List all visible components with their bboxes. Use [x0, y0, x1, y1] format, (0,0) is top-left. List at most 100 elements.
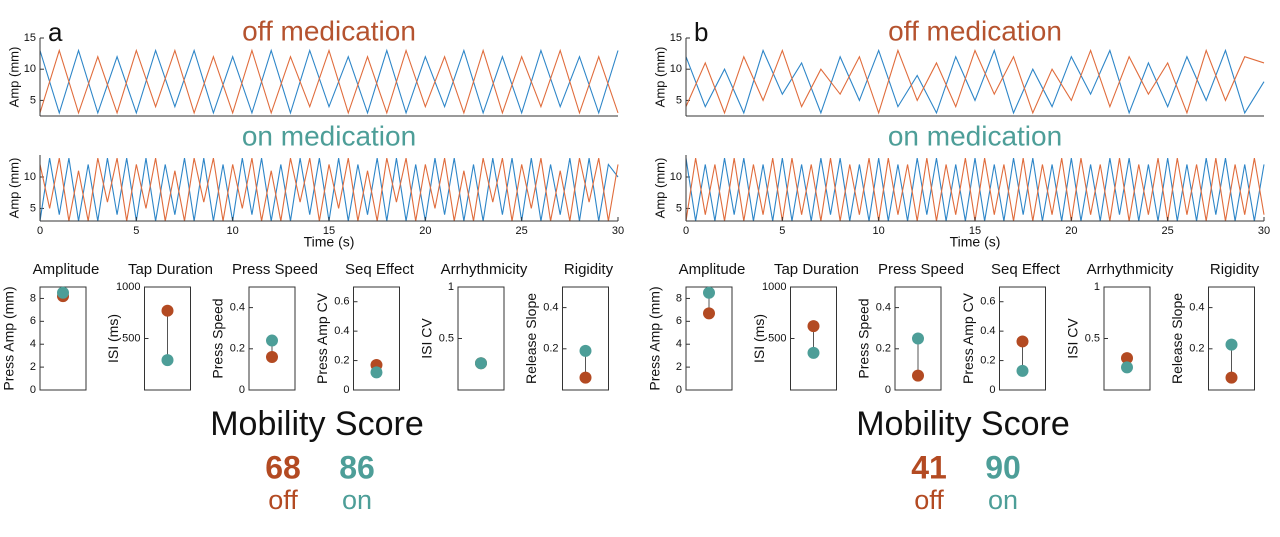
- axes-box: [1103, 286, 1151, 391]
- x-tick-label: 5: [133, 225, 139, 237]
- y-axis-label: ISI (ms): [751, 314, 767, 363]
- y-axis-label: Amp (mm): [6, 158, 21, 219]
- y-tick-label: 0.2: [980, 354, 995, 366]
- y-tick-label: 10: [24, 171, 36, 183]
- y-tick-label: 5: [30, 202, 36, 214]
- chart-title: Arrhythmicity: [441, 261, 528, 278]
- dot: [807, 346, 820, 359]
- y-tick-label: 6: [30, 315, 36, 327]
- y-tick-label: 15: [24, 32, 36, 44]
- x-tick-label: 10: [873, 225, 885, 237]
- panel-label: a: [48, 17, 63, 47]
- chart-title: Press Speed: [232, 261, 318, 278]
- x-tick-label: 0: [37, 225, 43, 237]
- dot: [1121, 361, 1133, 374]
- x-axis-label: Time (s): [950, 234, 1001, 250]
- chart-title: Tap Duration: [774, 261, 859, 278]
- x-tick-label: 20: [1065, 225, 1077, 237]
- y-tick-label: 0.5: [1085, 332, 1100, 344]
- y-tick-label: 500: [768, 332, 786, 344]
- y-tick-label: 0: [676, 384, 682, 396]
- y-tick-label: 0: [343, 384, 349, 396]
- y-axis-label: Release Slope: [1169, 293, 1185, 384]
- chart-title: Arrhythmicity: [1087, 261, 1174, 278]
- chart-title: Seq Effect: [991, 261, 1061, 278]
- chart-title: off medication: [242, 15, 416, 46]
- score-label: off: [268, 485, 298, 515]
- x-tick-label: 25: [516, 225, 528, 237]
- y-tick-label: 15: [670, 32, 682, 44]
- score-label: on: [988, 485, 1018, 515]
- y-tick-label: 0.2: [1189, 343, 1204, 355]
- score-value: 41: [911, 449, 947, 485]
- trace: [39, 48, 619, 115]
- axes-box: [39, 286, 87, 391]
- dot: [475, 357, 487, 370]
- panel-label: b: [694, 17, 708, 47]
- y-tick-label: 0.4: [543, 302, 558, 314]
- y-tick-label: 10: [670, 171, 682, 183]
- chart-title: Tap Duration: [128, 261, 213, 278]
- y-tick-label: 1000: [762, 281, 786, 293]
- chart-title: Seq Effect: [345, 261, 415, 278]
- score-value: 68: [265, 449, 301, 485]
- y-tick-label: 0.2: [543, 343, 558, 355]
- dot: [912, 332, 924, 345]
- dot: [703, 286, 715, 299]
- y-tick-label: 1000: [116, 281, 140, 293]
- y-tick-label: 0.4: [980, 325, 995, 337]
- dot: [703, 307, 715, 320]
- axes-box: [457, 286, 505, 391]
- y-axis-label: Amp (mm): [6, 47, 21, 108]
- y-tick-label: 10: [24, 63, 36, 75]
- y-axis-label: Press Speed: [210, 298, 226, 378]
- score-title: Mobility Score: [210, 405, 424, 443]
- x-tick-label: 15: [969, 225, 981, 237]
- y-axis-label: Press Speed: [856, 298, 872, 378]
- y-axis-label: ISI CV: [419, 318, 435, 359]
- dot: [1016, 335, 1029, 348]
- y-tick-label: 5: [676, 94, 682, 106]
- y-tick-label: 4: [30, 338, 36, 350]
- y-tick-label: 0: [30, 384, 36, 396]
- dot: [1225, 371, 1238, 384]
- y-tick-label: 0: [989, 384, 995, 396]
- x-tick-label: 5: [779, 225, 785, 237]
- y-tick-label: 0: [885, 384, 891, 396]
- y-tick-label: 0: [239, 384, 245, 396]
- y-tick-label: 8: [30, 292, 36, 304]
- trace: [685, 48, 1265, 115]
- axes-box: [894, 286, 942, 391]
- chart-title: Amplitude: [679, 261, 746, 278]
- y-tick-label: 0.6: [980, 296, 995, 308]
- x-axis-label: Time (s): [304, 234, 355, 250]
- y-axis-label: Press Amp (mm): [1, 286, 17, 390]
- y-axis-label: ISI (ms): [105, 314, 121, 363]
- y-tick-label: 0.2: [876, 343, 891, 355]
- chart-title: on medication: [888, 120, 1062, 151]
- chart-title: Press Speed: [878, 261, 964, 278]
- y-axis-label: Release Slope: [523, 293, 539, 384]
- y-tick-label: 6: [676, 315, 682, 327]
- y-axis-label: ISI CV: [1065, 318, 1081, 359]
- axes-box: [1208, 286, 1255, 391]
- dot: [912, 369, 924, 382]
- y-tick-label: 0.4: [230, 302, 245, 314]
- axes-box: [353, 286, 400, 391]
- dot: [1225, 338, 1238, 351]
- y-axis-label: Press Amp CV: [960, 292, 976, 384]
- x-tick-label: 30: [612, 225, 624, 237]
- trace: [685, 48, 1265, 115]
- dot: [161, 304, 174, 317]
- dot: [807, 320, 820, 333]
- chart-title: on medication: [242, 120, 416, 151]
- axes-box: [248, 286, 296, 391]
- y-axis-label: Amp (mm): [652, 47, 667, 108]
- y-tick-label: 2: [30, 361, 36, 373]
- chart-title: Amplitude: [33, 261, 100, 278]
- axes-box: [999, 286, 1046, 391]
- dot: [161, 354, 174, 367]
- dot: [370, 366, 383, 379]
- x-tick-label: 30: [1258, 225, 1270, 237]
